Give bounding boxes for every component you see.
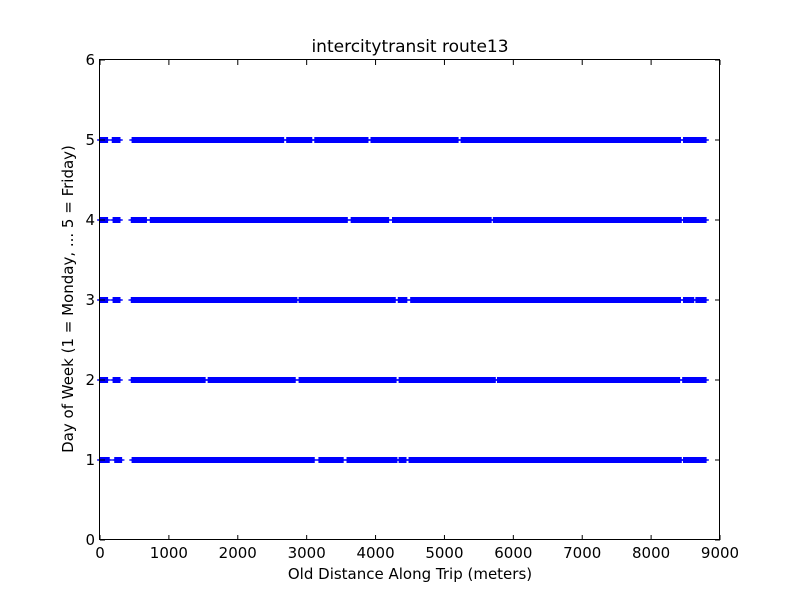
data-point xyxy=(116,217,123,223)
data-point xyxy=(116,297,123,303)
data-point xyxy=(116,377,123,383)
data-point xyxy=(104,377,111,383)
x-tick-label: 6000 xyxy=(494,544,532,562)
x-tick-label: 8000 xyxy=(632,544,670,562)
data-point xyxy=(702,377,709,383)
x-tick-label: 5000 xyxy=(425,544,463,562)
y-tick-label: 2 xyxy=(85,371,95,389)
series-day-5 xyxy=(97,137,709,143)
data-point xyxy=(702,137,709,143)
chart-title: intercitytransit route13 xyxy=(311,37,508,57)
y-tick-label: 0 xyxy=(85,531,95,549)
y-tick-label: 5 xyxy=(85,131,95,149)
x-tick-label: 4000 xyxy=(356,544,394,562)
x-tick-label: 7000 xyxy=(563,544,601,562)
x-axis-label: Old Distance Along Trip (meters) xyxy=(288,565,532,583)
data-point xyxy=(118,457,125,463)
y-tick-label: 1 xyxy=(85,451,95,469)
x-tick-label: 0 xyxy=(95,544,105,562)
x-tick-label: 1000 xyxy=(150,544,188,562)
data-point xyxy=(106,457,113,463)
x-axis-ticks: 0 1000 2000 3000 4000 5000 6000 7000 8000 9000 xyxy=(95,60,739,562)
series-day-3 xyxy=(97,297,709,303)
y-axis-ticks: 0 1 2 3 4 5 6 xyxy=(85,51,720,549)
x-tick-label: 3000 xyxy=(288,544,326,562)
data-point xyxy=(702,457,709,463)
data-point xyxy=(104,297,111,303)
x-tick-label: 9000 xyxy=(701,544,739,562)
plot-area xyxy=(97,137,709,463)
y-tick-label: 4 xyxy=(85,211,95,229)
series-day-2 xyxy=(97,377,709,383)
y-tick-label: 6 xyxy=(85,51,95,69)
data-point xyxy=(702,297,709,303)
x-tick-label: 2000 xyxy=(219,544,257,562)
data-point xyxy=(104,217,111,223)
series-day-4 xyxy=(97,217,709,223)
series-day-1 xyxy=(97,457,709,463)
data-point xyxy=(116,137,123,143)
plot-frame xyxy=(99,59,720,540)
y-tick-label: 3 xyxy=(85,291,95,309)
y-axis-label: Day of Week (1 = Monday, ... 5 = Friday) xyxy=(59,145,77,453)
data-point xyxy=(702,217,709,223)
